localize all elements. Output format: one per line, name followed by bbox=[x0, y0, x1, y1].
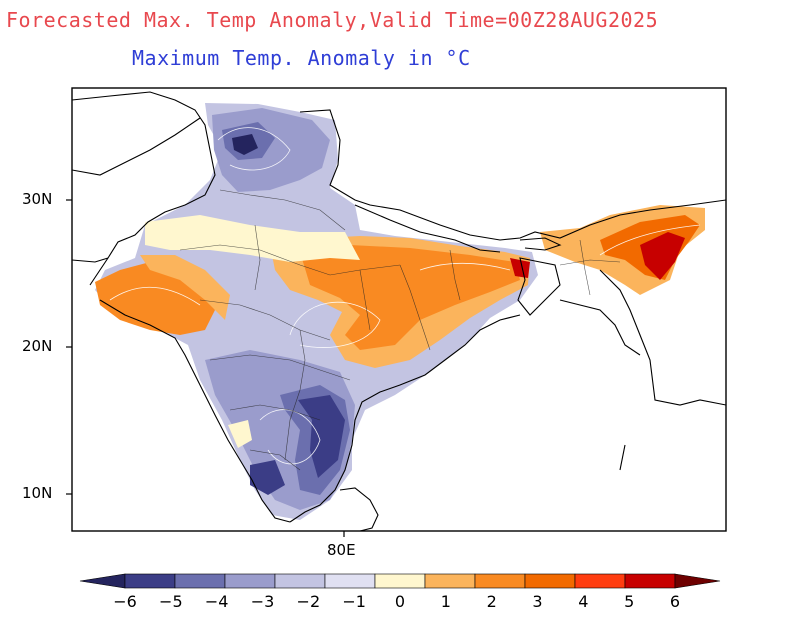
colorbar-swatch bbox=[574, 573, 626, 589]
northeast-hot-spot bbox=[640, 232, 685, 280]
colorbar-tick-label: −5 bbox=[159, 592, 183, 611]
south-cold-center bbox=[298, 395, 345, 478]
colorbar-tick-label: −2 bbox=[296, 592, 321, 611]
colorbar-tick-label: −6 bbox=[113, 592, 137, 611]
axis-ticks bbox=[66, 199, 345, 537]
lat-label-30n: 30N bbox=[22, 190, 53, 208]
state-borders bbox=[179, 189, 621, 471]
forecast-title: Forecasted Max. Temp Anomaly,Valid Time=… bbox=[6, 8, 659, 32]
central-warm-core bbox=[300, 245, 520, 350]
india-landmass-shading bbox=[95, 103, 538, 520]
colorbar-swatch bbox=[224, 573, 276, 589]
map-frame bbox=[71, 87, 727, 532]
neutral-belt bbox=[145, 215, 360, 262]
lat-label-20n: 20N bbox=[22, 337, 53, 355]
colorbar-tick-label: 6 bbox=[669, 592, 681, 611]
colorbar-tick-label: −1 bbox=[342, 592, 366, 611]
contour-lines bbox=[109, 127, 701, 465]
country-borders bbox=[72, 91, 726, 531]
colorbar-tick-label: 0 bbox=[394, 592, 406, 611]
colorbar-min-arrow bbox=[79, 573, 126, 589]
colorbar-swatch bbox=[174, 573, 226, 589]
colorbar-tick-label: 5 bbox=[624, 592, 635, 611]
colorbar-swatch bbox=[524, 573, 576, 589]
southwest-neutral bbox=[228, 420, 252, 448]
colorbar-swatch bbox=[374, 573, 426, 589]
colorbar bbox=[79, 573, 721, 589]
colorbar-swatch bbox=[424, 573, 476, 589]
lon-label-80e: 80E bbox=[327, 541, 356, 559]
map-subtitle: Maximum Temp. Anomaly in °C bbox=[132, 46, 471, 70]
colorbar-max-arrow bbox=[674, 573, 721, 589]
south-tip-cold bbox=[250, 460, 285, 495]
colorbar-swatch bbox=[324, 573, 376, 589]
west-warm-edge bbox=[140, 255, 230, 320]
colorbar-tick-label: 4 bbox=[578, 592, 589, 611]
colorbar-tick-label: −4 bbox=[204, 592, 229, 611]
north-cold-center bbox=[232, 134, 258, 155]
colorbar-tick-label: 2 bbox=[486, 592, 497, 611]
central-hot-spot bbox=[510, 258, 530, 278]
lat-label-10n: 10N bbox=[22, 484, 53, 502]
colorbar-tick-label: 3 bbox=[532, 592, 543, 611]
colorbar-tick-label: −3 bbox=[250, 592, 275, 611]
colorbar-tick-label: 1 bbox=[440, 592, 451, 611]
colorbar-swatch bbox=[474, 573, 526, 589]
colorbar-swatch bbox=[624, 573, 676, 589]
colorbar-swatch bbox=[274, 573, 326, 589]
map-panel bbox=[72, 91, 726, 531]
colorbar-swatch bbox=[124, 573, 176, 589]
